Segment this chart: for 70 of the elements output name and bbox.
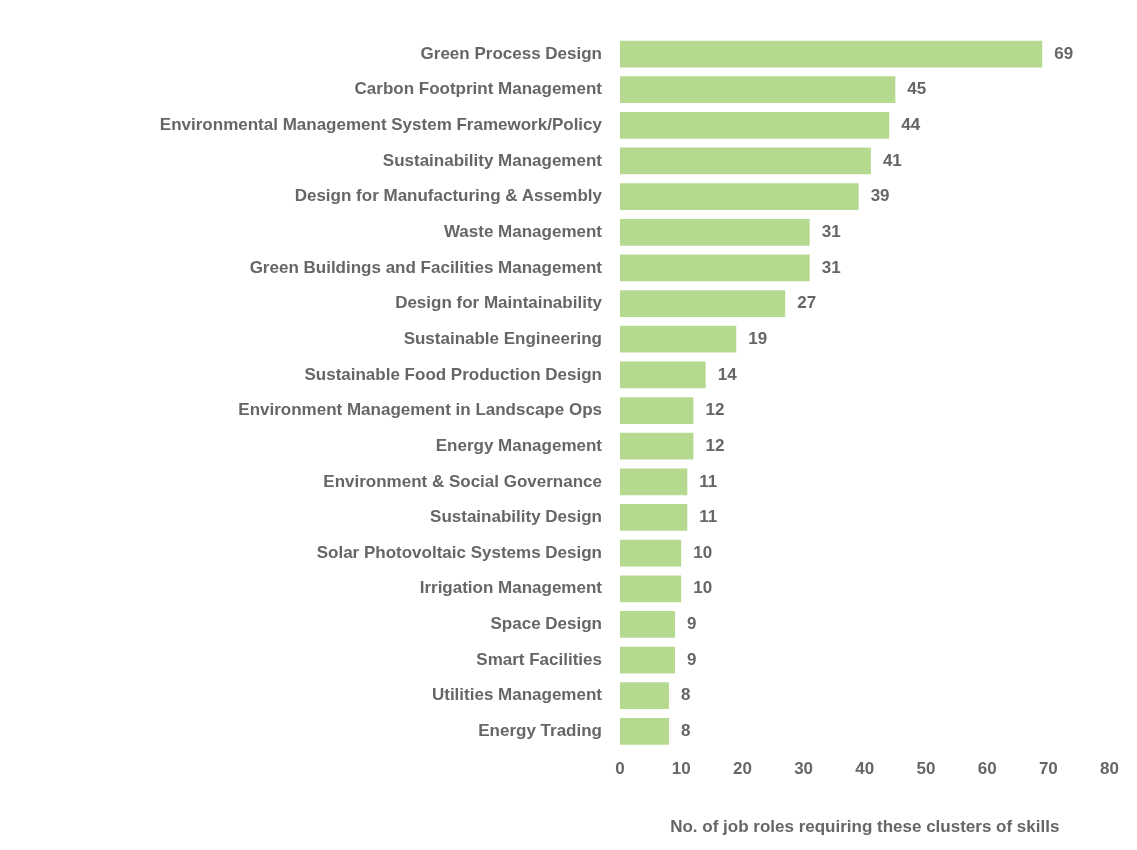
bar: [620, 183, 859, 210]
x-tick-label: 70: [1038, 759, 1058, 779]
y-tick-label: Design for Maintainability: [395, 293, 603, 313]
bar: [620, 290, 786, 317]
bar: [620, 646, 676, 674]
data-label: 45: [907, 79, 927, 99]
bar: [620, 718, 669, 745]
y-tick-label: Environment Management in Landscape Ops: [238, 400, 602, 420]
y-tick-label: Sustainability Design: [430, 507, 602, 527]
y-tick-label: Space Design: [490, 614, 602, 634]
data-label: 8: [680, 685, 691, 705]
data-label: 19: [748, 328, 768, 348]
x-tick-label: 30: [794, 759, 814, 779]
bar: [620, 218, 810, 246]
data-label: 8: [680, 721, 691, 741]
bar: [620, 611, 676, 638]
bar: [620, 254, 810, 282]
bar: [620, 504, 688, 531]
y-tick-label: Irrigation Management: [419, 578, 603, 598]
y-tick-label: Carbon Footprint Management: [354, 79, 603, 99]
data-label: 41: [882, 150, 902, 170]
data-label: 39: [870, 186, 890, 206]
data-label: 9: [687, 614, 697, 634]
x-tick-label: 80: [1100, 759, 1120, 779]
y-tick-label: Environment & Social Governance: [323, 471, 602, 491]
y-tick-label: Solar Photovoltaic Systems Design: [316, 542, 602, 562]
x-tick-label: 40: [855, 759, 875, 779]
data-label: 31: [821, 257, 841, 277]
y-tick-label: Sustainable Food Production Design: [304, 364, 602, 384]
bar: [620, 325, 737, 353]
data-label: 27: [797, 293, 817, 313]
data-label: 10: [693, 542, 713, 562]
x-tick-label: 20: [732, 759, 752, 779]
bar: [620, 40, 1043, 68]
data-label: 9: [687, 649, 697, 669]
bar: [620, 575, 682, 603]
data-label: 10: [693, 578, 713, 598]
bar: [620, 539, 682, 567]
y-tick-label: Smart Facilities: [476, 649, 602, 669]
y-tick-label: Energy Management: [435, 435, 603, 455]
y-tick-label: Energy Trading: [478, 721, 602, 741]
data-label: 12: [705, 435, 725, 455]
bar: [620, 468, 688, 496]
data-label: 69: [1054, 43, 1074, 63]
data-label: 31: [821, 221, 841, 241]
y-tick-label: Utilities Management: [431, 685, 603, 705]
data-label: 11: [699, 471, 718, 491]
x-tick-label: 50: [916, 759, 936, 779]
data-label: 11: [699, 507, 718, 527]
bar: [620, 147, 871, 175]
data-label: 14: [717, 364, 738, 384]
y-tick-label: Waste Management: [443, 221, 603, 241]
x-tick-label: 60: [977, 759, 997, 779]
y-tick-label: Sustainability Management: [382, 150, 603, 170]
bar: [620, 432, 694, 460]
bar: [620, 76, 896, 104]
y-tick-label: Green Process Design: [420, 43, 602, 63]
x-tick-label: 10: [671, 759, 691, 779]
y-tick-label: Green Buildings and Facilities Management: [249, 257, 603, 277]
data-label: 44: [901, 115, 921, 135]
y-tick-label: Environmental Management System Framework/Policy: [159, 115, 603, 135]
bar: [620, 682, 669, 710]
y-tick-label: Sustainable Engineering: [403, 328, 602, 348]
y-tick-label: Design for Manufacturing & Assembly: [294, 186, 603, 206]
bar: [620, 111, 890, 139]
bar: [620, 397, 694, 424]
bar: [620, 361, 706, 389]
x-axis-title: No. of job roles requiring these clusters of skills: [670, 817, 1060, 837]
x-tick-label: 0: [615, 759, 625, 779]
data-label: 12: [705, 400, 725, 420]
